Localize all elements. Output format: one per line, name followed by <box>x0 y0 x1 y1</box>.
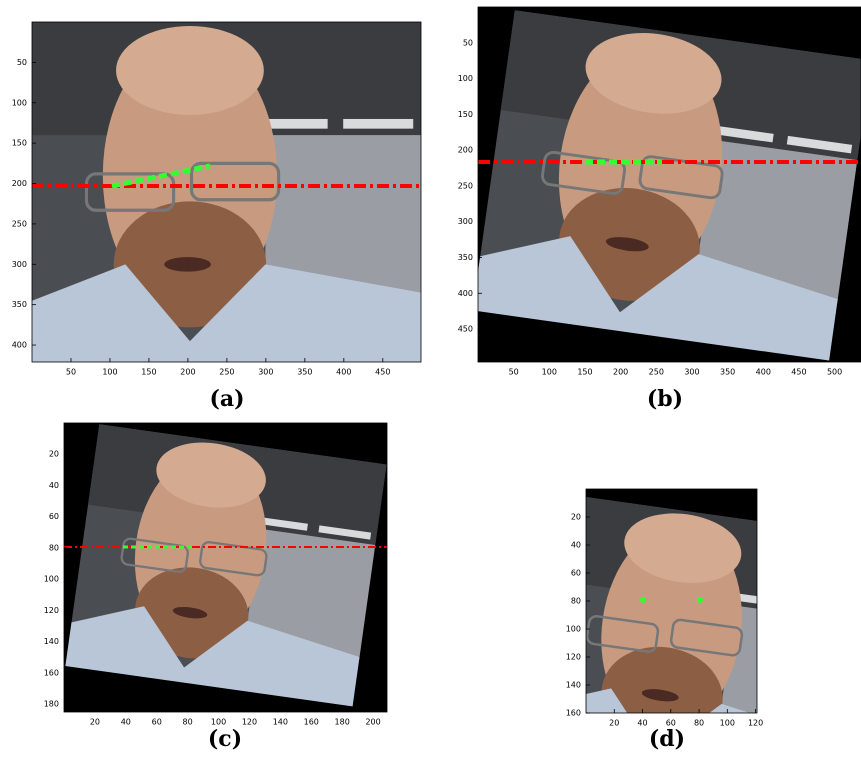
y-tick-label: 40 <box>49 481 59 490</box>
y-tick-label: 350 <box>12 300 27 309</box>
x-tick-label: 100 <box>720 719 735 728</box>
y-tick-label: 80 <box>49 543 59 552</box>
y-tick-label: 40 <box>571 541 581 550</box>
panel-label: (a) <box>209 386 244 412</box>
image-b <box>473 7 861 362</box>
y-tick-label: 300 <box>12 260 27 269</box>
x-tick-label: 250 <box>219 368 234 377</box>
y-tick-label: 250 <box>12 219 27 228</box>
x-tick-label: 50 <box>66 368 76 377</box>
y-tick-label: 100 <box>44 575 59 584</box>
x-tick-label: 150 <box>141 368 156 377</box>
x-tick-label: 40 <box>121 718 131 727</box>
x-tick-label: 40 <box>637 719 647 728</box>
y-tick-label: 160 <box>44 668 59 677</box>
x-tick-label: 350 <box>297 368 312 377</box>
x-tick-label: 140 <box>273 718 288 727</box>
x-tick-label: 500 <box>827 368 842 377</box>
x-tick-label: 350 <box>720 368 735 377</box>
x-tick-label: 100 <box>102 368 117 377</box>
y-tick-label: 150 <box>12 139 27 148</box>
y-tick-label: 200 <box>458 146 473 155</box>
x-tick-label: 50 <box>509 368 519 377</box>
y-tick-label: 140 <box>566 681 581 690</box>
x-tick-label: 400 <box>336 368 351 377</box>
y-tick-label: 350 <box>458 253 473 262</box>
y-tick-label: 60 <box>49 512 59 521</box>
x-tick-label: 120 <box>242 718 257 727</box>
panel-label: (d) <box>649 726 685 752</box>
x-tick-label: 300 <box>258 368 273 377</box>
y-tick-label: 50 <box>17 58 27 67</box>
x-tick-label: 200 <box>365 718 380 727</box>
x-tick-label: 60 <box>152 718 162 727</box>
y-tick-label: 20 <box>571 513 581 522</box>
x-tick-label: 80 <box>694 719 704 728</box>
panel-label: (b) <box>647 386 683 412</box>
y-tick-label: 100 <box>12 98 27 107</box>
x-tick-label: 200 <box>180 368 195 377</box>
y-tick-label: 200 <box>12 179 27 188</box>
y-tick-label: 450 <box>458 325 473 334</box>
x-tick-label: 180 <box>335 718 350 727</box>
x-tick-label: 150 <box>577 368 592 377</box>
y-tick-label: 300 <box>458 217 473 226</box>
y-tick-label: 100 <box>566 625 581 634</box>
y-tick-label: 60 <box>571 569 581 578</box>
panel-label: (c) <box>208 726 242 752</box>
y-tick-label: 150 <box>458 110 473 119</box>
image-c <box>64 423 387 712</box>
x-tick-label: 400 <box>756 368 771 377</box>
x-tick-label: 300 <box>684 368 699 377</box>
y-tick-label: 400 <box>458 289 473 298</box>
x-tick-label: 20 <box>90 718 100 727</box>
y-tick-label: 120 <box>566 653 581 662</box>
x-tick-label: 20 <box>609 719 619 728</box>
y-tick-label: 50 <box>463 38 473 47</box>
x-tick-label: 450 <box>375 368 390 377</box>
y-tick-label: 400 <box>12 341 27 350</box>
x-tick-label: 200 <box>613 368 628 377</box>
y-tick-label: 120 <box>44 606 59 615</box>
figure: 50 100 150 200 250 300 350 400 450 50 100 150 200 250… <box>0 0 861 767</box>
image-a <box>32 22 421 362</box>
y-tick-label: 20 <box>49 450 59 459</box>
x-tick-label: 250 <box>649 368 664 377</box>
y-tick-label: 250 <box>458 181 473 190</box>
y-tick-label: 160 <box>566 709 581 718</box>
x-tick-label: 100 <box>542 368 557 377</box>
y-tick-label: 140 <box>44 637 59 646</box>
y-tick-label: 100 <box>458 74 473 83</box>
x-tick-label: 80 <box>183 718 193 727</box>
x-tick-label: 450 <box>791 368 806 377</box>
y-tick-label: 180 <box>44 700 59 709</box>
x-tick-label: 160 <box>304 718 319 727</box>
y-tick-label: 80 <box>571 597 581 606</box>
x-tick-label: 120 <box>748 719 763 728</box>
